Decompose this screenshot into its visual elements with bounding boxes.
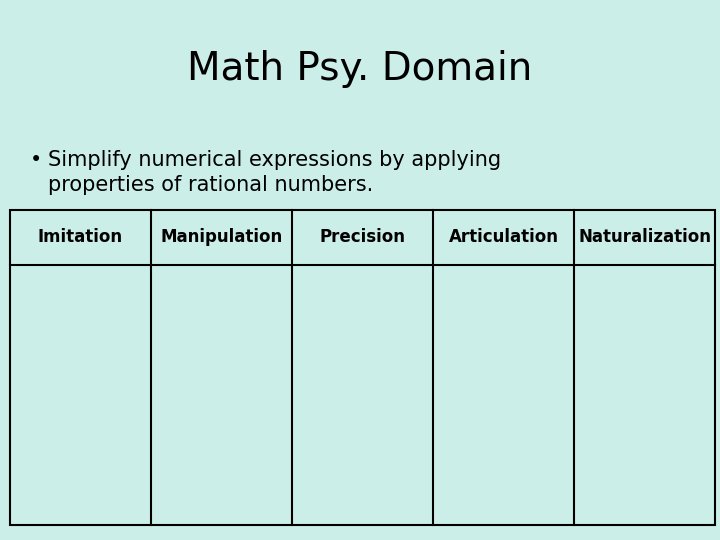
Text: Imitation: Imitation	[38, 228, 123, 246]
Bar	[10, 210, 715, 525]
Text: properties of rational numbers.: properties of rational numbers.	[48, 175, 373, 195]
Text: Manipulation: Manipulation	[161, 228, 283, 246]
Text: Precision: Precision	[320, 228, 405, 246]
Text: Naturalization: Naturalization	[578, 228, 711, 246]
Text: •: •	[30, 150, 42, 170]
Text: Simplify numerical expressions by applying: Simplify numerical expressions by applyi…	[48, 150, 501, 170]
Text: Math Psy. Domain: Math Psy. Domain	[187, 50, 533, 88]
Text: Articulation: Articulation	[449, 228, 559, 246]
